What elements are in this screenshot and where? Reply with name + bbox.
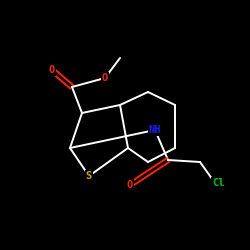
Text: NH: NH [149, 125, 161, 135]
Text: O: O [49, 65, 55, 75]
Text: O: O [127, 180, 133, 190]
Text: O: O [102, 73, 108, 83]
Text: S: S [86, 171, 92, 181]
Text: Cl: Cl [212, 178, 224, 188]
